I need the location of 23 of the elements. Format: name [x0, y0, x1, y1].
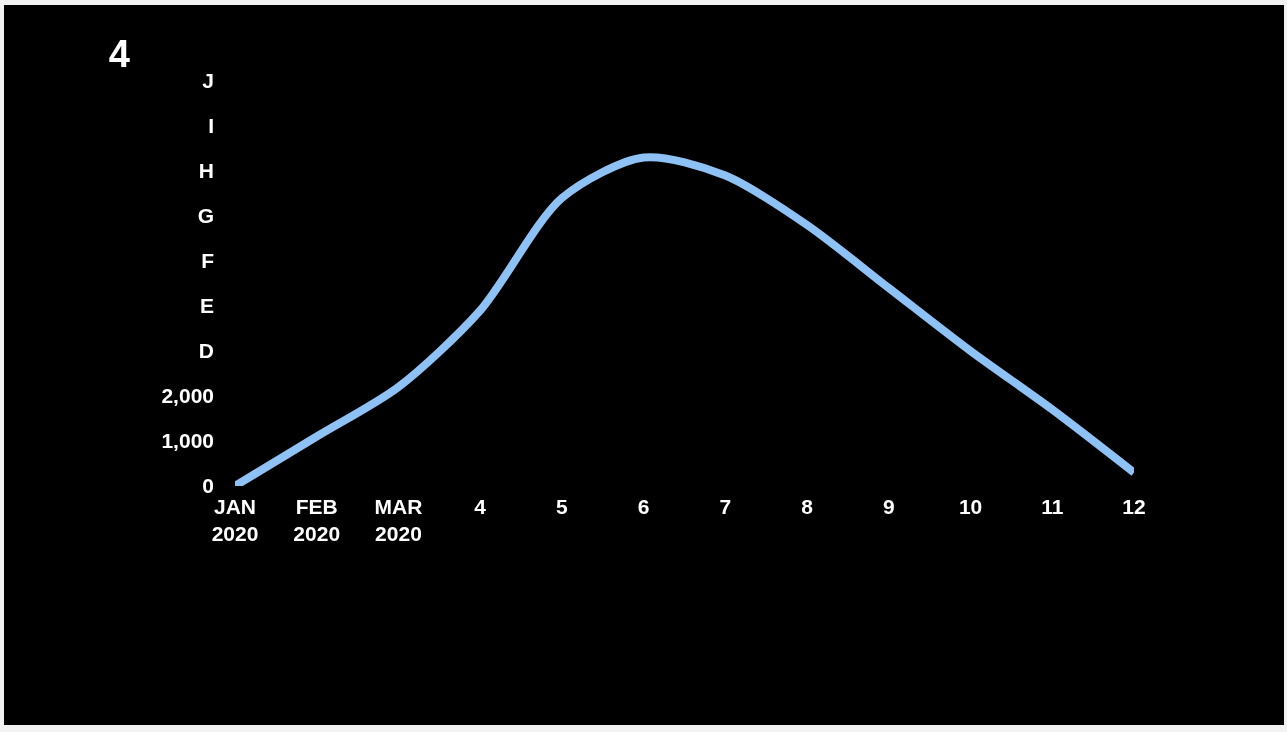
- y-tick-label: I: [208, 114, 214, 138]
- x-tick-label: MAR 2020: [374, 495, 423, 546]
- x-tick-label: 8: [801, 495, 814, 518]
- y-tick-label: 2,000: [161, 384, 214, 408]
- x-tick-label: 9: [882, 495, 895, 518]
- y-tick-label: D: [198, 339, 214, 363]
- y-tick-label: F: [201, 249, 215, 273]
- y-tick-label: G: [197, 204, 214, 228]
- chart-title: 4: [108, 33, 130, 76]
- y-tick-label: 1,000: [161, 429, 214, 453]
- x-tick-label: 12: [1122, 495, 1146, 518]
- y-tick-label: H: [198, 159, 214, 183]
- x-tick-label: JAN 2020: [211, 495, 259, 546]
- x-tick-label: 5: [556, 495, 569, 518]
- x-tick-label: 4: [474, 495, 487, 518]
- x-tick-label: 10: [958, 495, 983, 518]
- x-tick-label: 11: [1041, 495, 1064, 518]
- y-tick-label: 0: [202, 474, 214, 498]
- x-tick-label: FEB 2020: [293, 495, 341, 546]
- y-tick-label: E: [199, 294, 214, 318]
- y-tick-label: J: [202, 69, 214, 93]
- x-tick-label: 6: [637, 495, 650, 518]
- x-tick-label: 7: [719, 495, 732, 518]
